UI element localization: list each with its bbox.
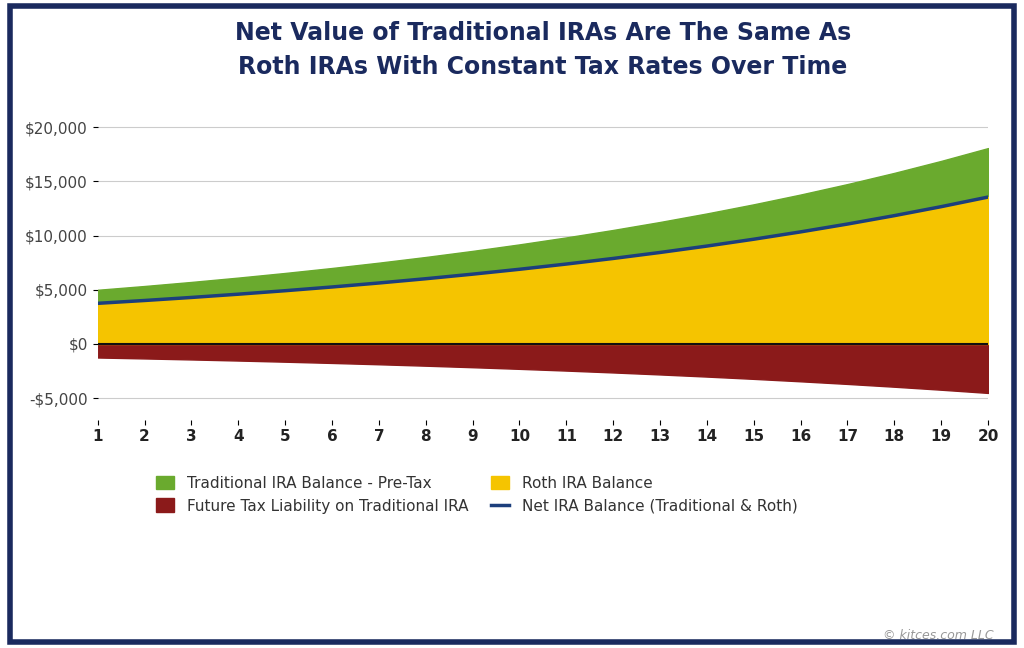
Text: © kitces.com LLC: © kitces.com LLC [883, 629, 993, 642]
Title: Net Value of Traditional IRAs Are The Same As
Roth IRAs With Constant Tax Rates : Net Value of Traditional IRAs Are The Sa… [234, 21, 851, 79]
Legend: Traditional IRA Balance - Pre-Tax, Future Tax Liability on Traditional IRA, Roth: Traditional IRA Balance - Pre-Tax, Futur… [150, 470, 804, 520]
